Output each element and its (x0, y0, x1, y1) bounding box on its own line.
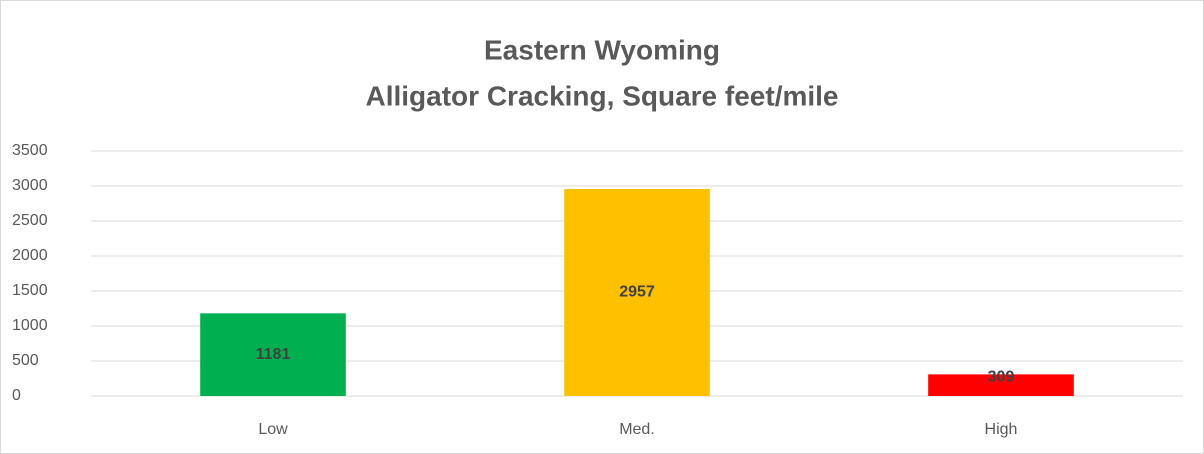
y-tick-label: 1000 (12, 317, 48, 334)
y-tick-label: 0 (12, 387, 21, 404)
y-tick-label: 2500 (12, 212, 48, 229)
x-tick-label: Low (258, 421, 288, 438)
data-label: 309 (988, 368, 1015, 385)
y-tick-label: 500 (12, 352, 39, 369)
y-tick-label: 3500 (12, 142, 48, 159)
y-tick-label: 2000 (12, 247, 48, 264)
y-tick-label: 3000 (12, 177, 48, 194)
bar (564, 189, 710, 396)
x-tick-label: High (985, 421, 1018, 438)
bar (200, 313, 346, 396)
chart-title: Eastern Wyoming (484, 34, 720, 65)
data-label: 2957 (619, 284, 655, 301)
bar (928, 374, 1074, 396)
x-tick-label: Med. (619, 421, 655, 438)
y-tick-label: 1500 (12, 282, 48, 299)
data-label: 1181 (256, 346, 291, 363)
chart-subtitle: Alligator Cracking, Square feet/mile (365, 80, 838, 111)
